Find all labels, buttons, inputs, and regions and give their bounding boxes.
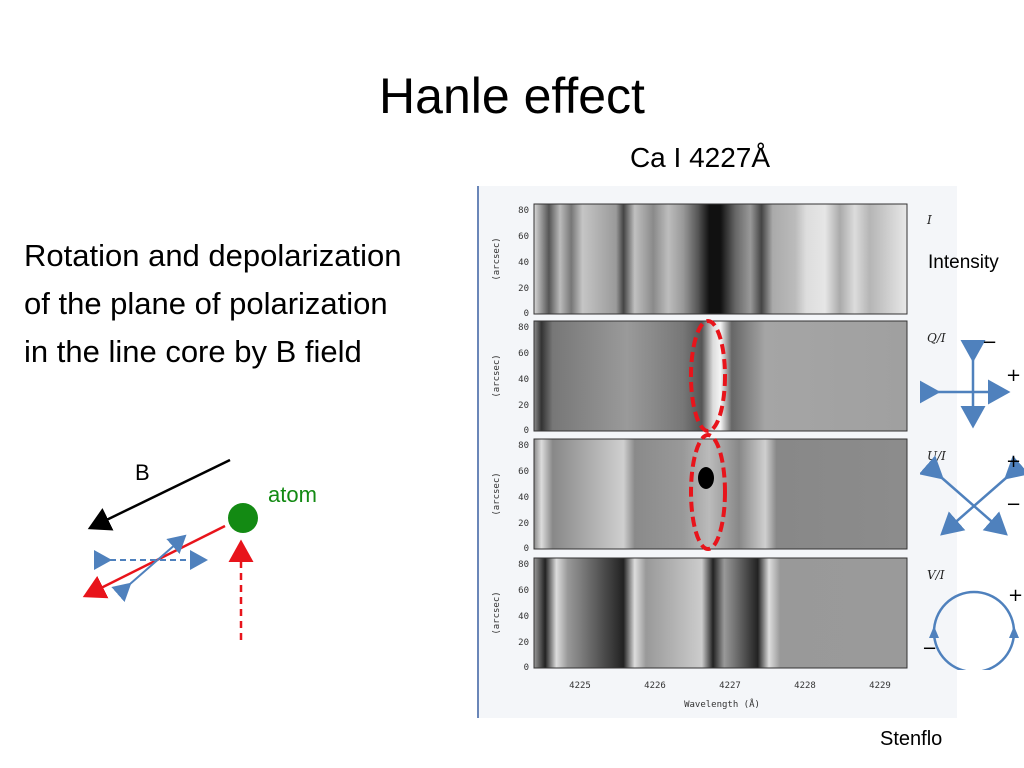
y-axis-label: (arcsec) <box>492 354 502 397</box>
y-tick: 40 <box>518 493 529 503</box>
u-highlight <box>689 433 727 551</box>
x-tick: 4228 <box>794 681 816 691</box>
panel-label-q: Q/I <box>927 331 946 345</box>
y-tick: 40 <box>518 258 529 268</box>
description-line-1: Rotation and depolarization <box>24 238 402 273</box>
y-tick: 80 <box>518 206 529 216</box>
x-axis-label: Wavelength (Å) <box>684 698 760 710</box>
y-tick: 60 <box>518 232 529 242</box>
x-tick: 4225 <box>569 681 591 691</box>
q-cross-icon <box>920 340 1011 429</box>
panel-intensity <box>533 203 908 315</box>
panel-label-v: V/I <box>927 568 945 582</box>
slide-title: Hanle effect <box>379 68 645 124</box>
v-plus-sign: + <box>1008 585 1023 606</box>
stokes-spectra-figure: 80 60 40 20 0 80 60 40 20 0 80 60 40 20 … <box>477 186 957 718</box>
y-tick: 60 <box>518 467 529 477</box>
panel-v <box>533 557 908 669</box>
q-plus-sign: + <box>1006 365 1021 386</box>
y-tick: 60 <box>518 586 529 596</box>
y-tick: 0 <box>524 663 529 673</box>
y-tick: 20 <box>518 284 529 294</box>
scattering-diagram: B atom <box>82 458 317 640</box>
y-tick: 40 <box>518 612 529 622</box>
y-tick: 0 <box>524 309 529 319</box>
y-tick: 60 <box>518 349 529 359</box>
credit-text: Stenflo <box>880 728 943 750</box>
y-axis-label: (arcsec) <box>492 237 502 280</box>
y-tick: 20 <box>518 638 529 648</box>
q-minus-sign: − <box>982 332 997 353</box>
description-line-2: of the plane of polarization <box>24 286 388 321</box>
v-minus-sign: − <box>922 638 937 659</box>
atom-label: atom <box>268 482 317 507</box>
q-highlight <box>689 319 727 433</box>
description-line-3: in the line core by B field <box>24 334 362 369</box>
b-field-label: B <box>135 460 150 485</box>
u-plus-sign: + <box>1006 451 1021 472</box>
y-tick: 0 <box>524 544 529 554</box>
polarization-icons: − + + − + − <box>920 332 1024 670</box>
x-tick: 4229 <box>869 681 891 691</box>
b-field-arrow <box>87 458 231 531</box>
y-tick: 80 <box>518 323 529 333</box>
rotated-polarization-arrow <box>111 534 187 603</box>
x-tick: 4226 <box>644 681 666 691</box>
y-tick: 80 <box>518 560 529 570</box>
u-x-icon <box>920 455 1024 536</box>
y-tick: 0 <box>524 426 529 436</box>
y-axis-label: (arcsec) <box>492 472 502 515</box>
y-tick: 80 <box>518 441 529 451</box>
y-tick: 20 <box>518 401 529 411</box>
figure-caption: Ca I 4227Å <box>629 142 771 173</box>
y-tick: 40 <box>518 375 529 385</box>
u-minus-sign: − <box>1006 494 1021 515</box>
intensity-label: Intensity <box>928 252 999 273</box>
description-text: Rotation and depolarization of the plane… <box>24 232 494 376</box>
u-dark-feature <box>698 467 714 489</box>
panel-label-i: I <box>926 213 932 227</box>
y-axis-label: (arcsec) <box>492 591 502 634</box>
y-tick: 20 <box>518 519 529 529</box>
atom-icon <box>228 503 258 533</box>
x-tick: 4227 <box>719 681 741 691</box>
v-circle-icon <box>929 590 1019 670</box>
